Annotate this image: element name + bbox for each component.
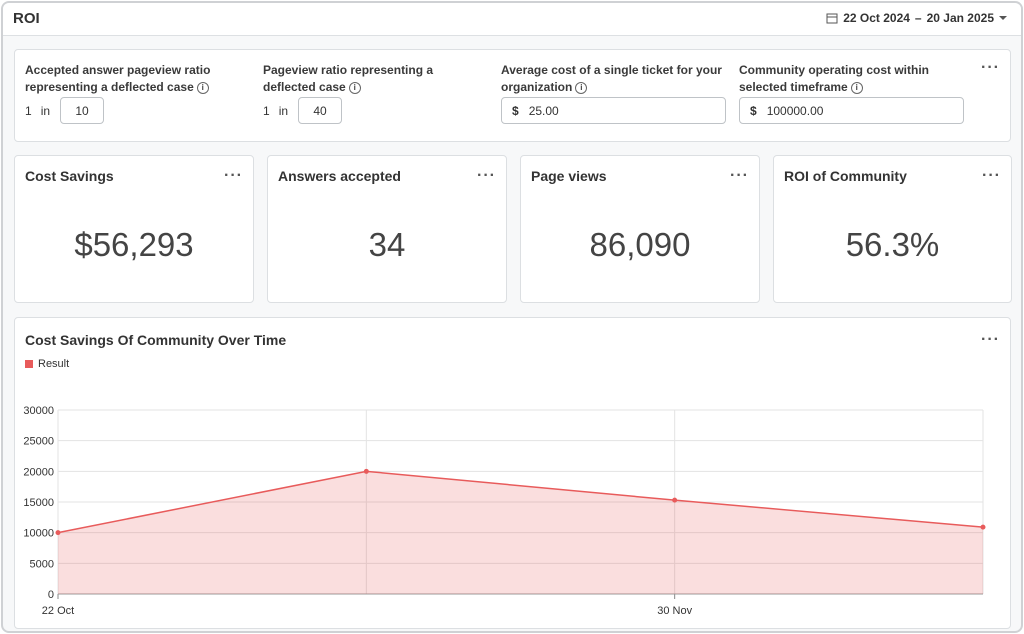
date-end: 20 Jan 2025 xyxy=(926,11,994,25)
y-tick-label: 0 xyxy=(48,589,54,601)
card-value: 56.3% xyxy=(845,226,940,263)
line xyxy=(57,470,984,534)
setting-input-row: $25.00 xyxy=(501,97,726,124)
info-icon[interactable]: i xyxy=(348,81,361,94)
ratio-input[interactable]: 10 xyxy=(60,97,105,124)
label-text: Pageview ratio representing a deflected … xyxy=(263,63,434,94)
ratio-prefix: 1 xyxy=(263,103,270,118)
date-separator: – xyxy=(914,11,922,25)
settings-panel: ··· Accepted answer pageview ratio repre… xyxy=(14,49,1011,142)
kpi-card: Cost Savings ··· $56,293 xyxy=(14,155,254,303)
y-tick-label: 20000 xyxy=(23,466,54,478)
card-value: 86,090 xyxy=(589,226,691,263)
data-point xyxy=(55,530,61,536)
header: ROI 22 Oct 2024 – 20 Jan 2025 xyxy=(3,3,1021,36)
info-icon[interactable]: i xyxy=(575,81,588,94)
card-title: Page views xyxy=(531,168,607,184)
y-tick-label: 10000 xyxy=(23,528,54,540)
card-value: $56,293 xyxy=(74,226,194,263)
label-text: Average cost of a single ticket for your… xyxy=(501,63,722,94)
menu-button[interactable]: ··· xyxy=(477,167,496,184)
setting-label: Pageview ratio representing a deflected … xyxy=(263,62,488,96)
legend-swatch xyxy=(25,360,33,368)
header-title: ROI xyxy=(13,10,40,27)
y-tick-label: 30000 xyxy=(23,405,54,417)
legend-label: Result xyxy=(38,358,70,370)
card-title: Answers accepted xyxy=(278,168,401,184)
currency: $ xyxy=(512,103,519,118)
data-point xyxy=(672,497,678,503)
menu-button[interactable]: ··· xyxy=(224,167,243,184)
kpi-card: ROI of Community ··· 56.3% xyxy=(773,155,1012,303)
date-start: 22 Oct 2024 xyxy=(843,11,910,25)
kpi-card: Page views ··· 86,090 xyxy=(520,155,760,303)
setting-label: Average cost of a single ticket for your… xyxy=(501,62,726,96)
input-value: 100000.00 xyxy=(766,103,824,118)
ratio-joiner: in xyxy=(40,103,51,118)
setting-input-row: 1 in 10 xyxy=(25,97,105,124)
data-point xyxy=(363,468,369,474)
chart: 0 5000 10000 15000 20000 25000 30000 22 Oct 30 N… xyxy=(23,405,986,617)
legend[interactable]: Result xyxy=(25,358,69,370)
setting-label: Community operating cost within selected… xyxy=(739,62,964,96)
y-tick-label: 5000 xyxy=(30,558,54,570)
menu-button[interactable]: ··· xyxy=(981,59,1000,76)
card-title: ROI of Community xyxy=(784,168,907,184)
info-icon[interactable]: i xyxy=(850,81,863,94)
area-fill xyxy=(58,471,983,594)
setting: Community operating cost within selected… xyxy=(739,62,964,96)
dropdown-arrow xyxy=(999,16,1007,20)
date-range[interactable]: 22 Oct 2024 – 20 Jan 2025 xyxy=(826,11,1007,25)
menu-button[interactable]: ··· xyxy=(730,167,749,184)
kpi-card: Answers accepted ··· 34 xyxy=(267,155,507,303)
label-text: Accepted answer pageview ratio represent… xyxy=(25,63,211,94)
menu-button[interactable]: ··· xyxy=(981,331,1000,348)
setting-input-row: $100000.00 xyxy=(739,97,964,124)
ratio-joiner: in xyxy=(278,103,289,118)
setting-label: Accepted answer pageview ratio represent… xyxy=(25,62,250,96)
input-value: 25.00 xyxy=(528,103,559,118)
ratio-prefix: 1 xyxy=(25,103,32,118)
chart-panel: Cost Savings Of Community Over Time ··· … xyxy=(14,317,1011,629)
label-text: Community operating cost within selected… xyxy=(739,63,930,94)
setting: Average cost of a single ticket for your… xyxy=(501,62,726,96)
y-tick-label: 25000 xyxy=(23,436,54,448)
card-title: Cost Savings xyxy=(25,168,114,184)
card-value: 34 xyxy=(368,226,406,263)
menu-button[interactable]: ··· xyxy=(982,167,1001,184)
setting: Accepted answer pageview ratio represent… xyxy=(25,62,250,96)
info-icon[interactable]: i xyxy=(196,81,209,94)
data-point xyxy=(980,524,986,530)
calendar-icon xyxy=(826,13,838,24)
y-tick-label: 15000 xyxy=(23,497,54,509)
x-tick-label: 30 Nov xyxy=(657,605,692,617)
setting: Pageview ratio representing a deflected … xyxy=(263,62,488,96)
arrow xyxy=(999,16,1007,20)
setting-input-row: 1 in 40 xyxy=(263,97,343,124)
chart-title: Cost Savings Of Community Over Time xyxy=(25,332,287,348)
currency: $ xyxy=(750,103,757,118)
x-tick-label: 22 Oct xyxy=(42,605,74,617)
ratio-input[interactable]: 40 xyxy=(298,97,343,124)
currency-input[interactable]: $100000.00 xyxy=(739,97,964,124)
currency-input[interactable]: $25.00 xyxy=(501,97,726,124)
calendar-frame xyxy=(826,13,838,24)
